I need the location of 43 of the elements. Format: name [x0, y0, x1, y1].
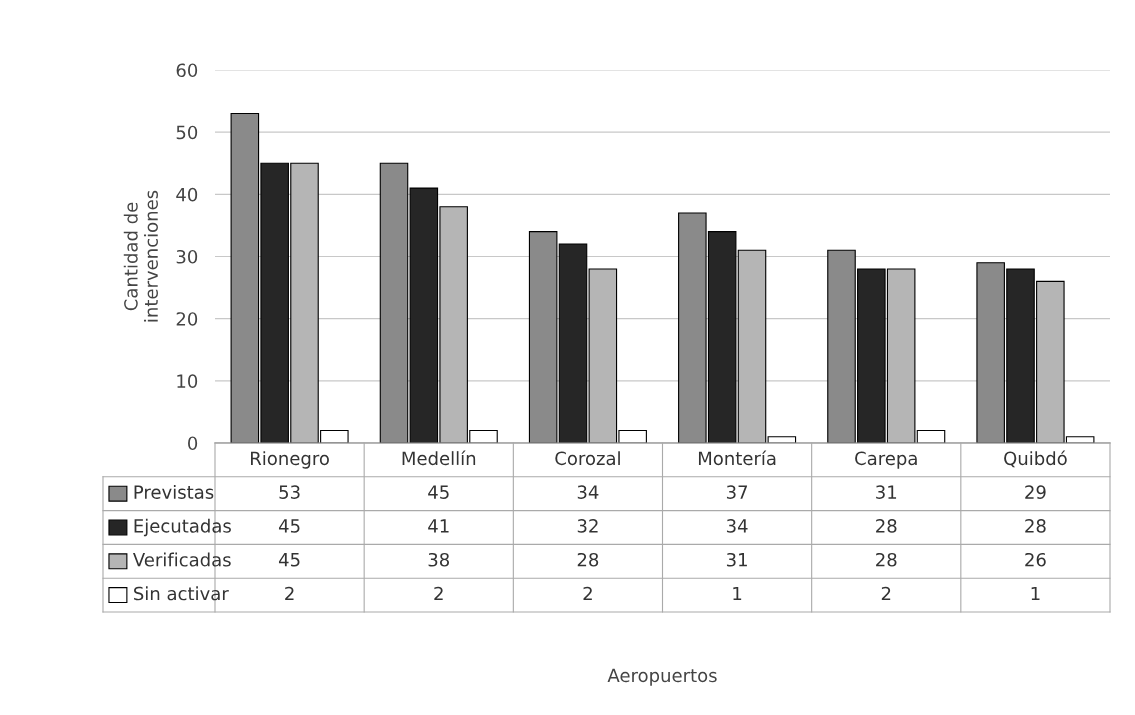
data-label: 53 [279, 485, 300, 499]
y-tick-label: 60 [176, 63, 198, 78]
data-label: 45 [278, 519, 300, 533]
x-tick-label: Medellín [402, 450, 476, 466]
y-tick-label: 30 [176, 249, 198, 264]
x-tick-label: Carepa [855, 451, 917, 469]
x-tick-label: Corozal [555, 451, 620, 466]
data-label: 2 [285, 586, 294, 601]
data-label: 31 [876, 485, 897, 499]
data-label: 28 [577, 552, 599, 567]
data-label: 1 [1031, 586, 1040, 601]
data-label: 29 [1025, 485, 1046, 499]
legend-label: Ejecutadas [134, 518, 231, 537]
data-label: 37 [726, 485, 748, 499]
y-tick-label: 10 [177, 374, 198, 388]
legend-label: Previstas [134, 484, 214, 499]
data-label: 45 [428, 485, 449, 499]
y-tick-label: 50 [176, 125, 198, 140]
data-label: 2 [583, 586, 592, 601]
data-label: 2 [881, 586, 891, 601]
y-axis-title: Cantidad de intervenciones [123, 190, 158, 322]
data-label: 34 [577, 485, 599, 499]
x-tick-label: Rionegro [251, 451, 329, 469]
data-label: 31 [726, 552, 747, 567]
data-label: 32 [577, 519, 598, 533]
y-tick-label: 20 [176, 312, 198, 326]
y-tick-label: 40 [176, 187, 198, 202]
data-label: 28 [876, 552, 897, 567]
data-label: 41 [428, 519, 449, 533]
data-label: 2 [434, 586, 443, 601]
x-tick-label: Montería [698, 450, 776, 466]
data-label: 28 [876, 519, 897, 533]
data-label: 45 [278, 553, 300, 567]
data-label: 26 [1025, 552, 1046, 567]
x-tick-label: Quibdó [1004, 450, 1067, 468]
text: Aeropuertos [607, 668, 717, 686]
data-label: 28 [1025, 519, 1046, 533]
data-label: 1 [733, 586, 742, 601]
data-label: 38 [428, 552, 449, 567]
data-label: 34 [726, 519, 748, 533]
legend-label: Sin activar [134, 586, 229, 601]
y-tick-label: 0 [188, 436, 198, 451]
legend-label: Verificadas [132, 552, 231, 567]
